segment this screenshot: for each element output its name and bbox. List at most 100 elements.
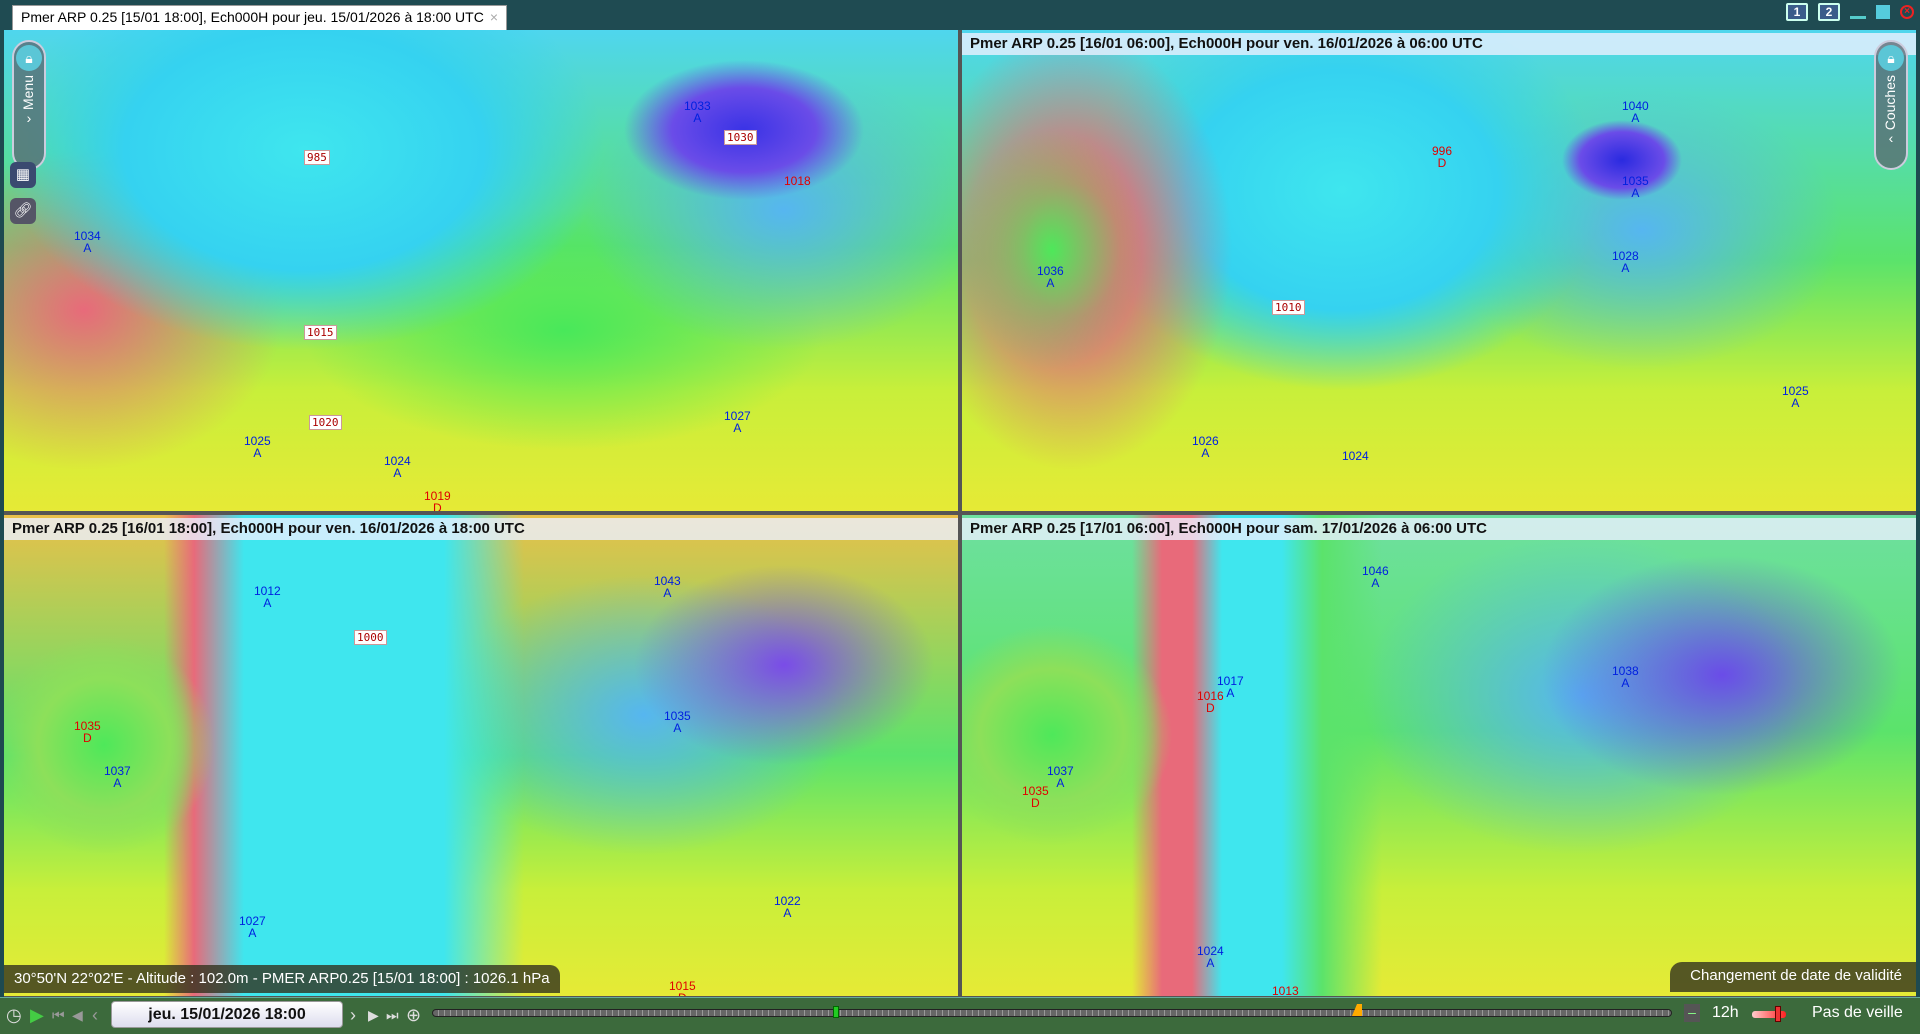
high-pressure-label: 1027 A	[724, 410, 751, 434]
pressure-value: 1017	[1217, 674, 1244, 688]
monitor-1-icon[interactable]: 1	[1786, 3, 1808, 21]
weather-map[interactable]	[4, 30, 958, 511]
map-panel-1[interactable]: 1034 A 985 1033 A 1030 1015 1020 1025 A 1024 A 1019 D…	[4, 30, 958, 511]
maximize-button[interactable]	[1876, 5, 1890, 19]
pressure-value: 1015	[307, 326, 334, 339]
pressure-value: 1035	[664, 709, 691, 723]
tab-title: Pmer ARP 0.25 [15/01 18:00], Ech000H pou…	[21, 9, 484, 25]
pressure-center-letter: A	[393, 466, 402, 480]
high-pressure-label: 1028 A	[1612, 250, 1639, 274]
lock-icon[interactable]: 🔒︎	[1878, 45, 1904, 71]
isobar-label: 1020	[309, 415, 342, 430]
prev-icon[interactable]: ‹	[92, 1005, 98, 1025]
high-pressure-label: 1046 A	[1362, 565, 1389, 589]
first-icon[interactable]: ⏮	[52, 1007, 65, 1023]
weather-map[interactable]	[962, 30, 1916, 511]
high-pressure-label: 1035 A	[664, 710, 691, 734]
close-tab-icon[interactable]: ×	[489, 9, 499, 25]
next-icon[interactable]: ›	[350, 1005, 356, 1025]
pressure-center-letter: A	[1046, 276, 1055, 290]
grid-layer-icon[interactable]: ▦	[10, 162, 36, 188]
pressure-value: 1034	[74, 229, 101, 243]
pressure-center-letter: D	[83, 731, 92, 745]
current-date-field[interactable]: jeu. 15/01/2026 18:00	[111, 1001, 343, 1028]
pressure-value: 1037	[1047, 764, 1074, 778]
lock-icon[interactable]: 🔒︎	[16, 45, 42, 71]
pressure-value: 1035	[1022, 784, 1049, 798]
pressure-center-letter: A	[1056, 776, 1065, 790]
pressure-value: 1027	[724, 409, 751, 423]
clock-icon[interactable]: ◷	[6, 1005, 22, 1025]
high-pressure-label: 1024 A	[1197, 945, 1224, 969]
map-panel-2[interactable]: Pmer ARP 0.25 [16/01 06:00], Ech000H pou…	[962, 30, 1916, 511]
decrease-step-button[interactable]: –	[1684, 1004, 1700, 1022]
pressure-value: 1038	[1612, 664, 1639, 678]
timeline-slider[interactable]	[432, 1009, 1672, 1017]
panel-title: Pmer ARP 0.25 [17/01 06:00], Ech000H pou…	[962, 518, 1916, 540]
step-back-icon[interactable]: ◀	[72, 1007, 83, 1023]
chevron-right-icon: ›	[26, 110, 32, 127]
pressure-value: 1020	[312, 416, 339, 429]
pressure-center-letter: A	[693, 111, 702, 125]
pressure-center-letter: A	[783, 906, 792, 920]
pressure-value: 1036	[1037, 264, 1064, 278]
watch-step-slider[interactable]	[1752, 1011, 1786, 1018]
pressure-value: 1043	[654, 574, 681, 588]
watch-step-label: Pas de veille	[1812, 1004, 1903, 1021]
high-pressure-label: 1043 A	[654, 575, 681, 599]
close-window-button[interactable]: ×	[1900, 5, 1914, 19]
pressure-center-letter: D	[669, 992, 696, 996]
play-icon[interactable]: ▶	[30, 1005, 44, 1025]
timeline-handle[interactable]	[832, 1006, 839, 1018]
minimize-button[interactable]	[1850, 15, 1866, 19]
map-panel-3[interactable]: Pmer ARP 0.25 [16/01 18:00], Ech000H pou…	[4, 515, 958, 996]
pressure-value: 1025	[1782, 384, 1809, 398]
low-pressure-label: 1015D	[669, 980, 696, 996]
menu-toggle[interactable]: 🔒︎ Menu ›	[12, 40, 46, 170]
pressure-value: 1013	[1272, 984, 1299, 996]
pressure-center-letter: A	[1621, 676, 1630, 690]
pressure-center-letter: D	[1031, 796, 1040, 810]
high-pressure-label: 1025 A	[1782, 385, 1809, 409]
map-tab[interactable]: Pmer ARP 0.25 [15/01 18:00], Ech000H pou…	[12, 5, 508, 30]
high-pressure-label: 1022 A	[774, 895, 801, 919]
cursor-info: 30°50'N 22°02'E - Altitude : 102.0m - PM…	[4, 965, 560, 993]
pressure-center-letter: A	[663, 586, 672, 600]
map-panel-4[interactable]: Pmer ARP 0.25 [17/01 06:00], Ech000H pou…	[962, 515, 1916, 996]
watch-step-knob[interactable]	[1775, 1006, 1781, 1022]
pressure-value: 1027	[239, 914, 266, 928]
high-pressure-label: 1040 A	[1622, 100, 1649, 124]
pressure-value: 1018	[784, 174, 811, 188]
high-pressure-label: 1012 A	[254, 585, 281, 609]
pressure-value: 1019	[424, 489, 451, 503]
pressure-center-letter: A	[1201, 446, 1210, 460]
pressure-value: 1024	[384, 454, 411, 468]
isobar-label: 1010	[1272, 300, 1305, 315]
layers-toggle[interactable]: 🔒︎ Couches ‹	[1874, 40, 1908, 170]
high-pressure-label: 1025 A	[244, 435, 271, 459]
pressure-value: 1026	[1192, 434, 1219, 448]
monitor-2-icon[interactable]: 2	[1818, 3, 1840, 21]
panel-title: Pmer ARP 0.25 [16/01 18:00], Ech000H pou…	[4, 518, 958, 540]
high-pressure-label: 1027 A	[239, 915, 266, 939]
zoom-icon[interactable]: ⊕	[406, 1005, 422, 1025]
pressure-value: 1035	[74, 719, 101, 733]
weather-map[interactable]	[4, 515, 958, 996]
high-pressure-label: 1026 A	[1192, 435, 1219, 459]
link-icon[interactable]: 🔗︎	[10, 198, 36, 224]
pressure-value: 1024	[1197, 944, 1224, 958]
timeline-bar: ◷ ▶ ⏮ ◀ ‹ jeu. 15/01/2026 18:00 › ▶ ⏭ ⊕ …	[0, 997, 1920, 1034]
high-pressure-label: 1033 A	[684, 100, 711, 124]
step-forward-icon[interactable]: ▶	[368, 1007, 379, 1023]
pressure-center-letter: A	[1791, 396, 1800, 410]
pressure-value: 1025	[244, 434, 271, 448]
pressure-value: 1012	[254, 584, 281, 598]
high-pressure-label: 1017 A	[1217, 675, 1244, 699]
pressure-value: 985	[307, 151, 327, 164]
weather-map[interactable]	[962, 515, 1916, 996]
last-icon[interactable]: ⏭	[386, 1007, 399, 1023]
pressure-center-letter: A	[83, 241, 92, 255]
pressure-value: 1030	[727, 131, 754, 144]
pressure-value: 1000	[357, 631, 384, 644]
step-value: 12h	[1712, 1004, 1739, 1021]
